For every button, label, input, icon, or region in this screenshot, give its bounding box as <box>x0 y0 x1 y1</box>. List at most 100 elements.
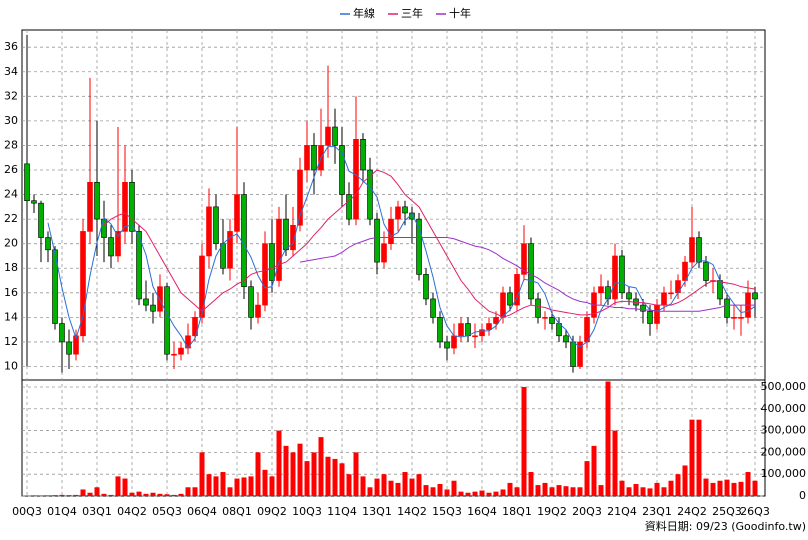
x-tick-label: 11Q4 <box>327 505 357 518</box>
y-tick-label: 26 <box>4 163 18 176</box>
candle-body <box>703 261 709 281</box>
candle-body <box>605 286 611 300</box>
x-tick-label: 19Q2 <box>537 505 567 518</box>
volume-bar <box>311 452 317 496</box>
volume-bar <box>570 487 576 496</box>
candle-body <box>206 206 212 257</box>
volume-bar <box>717 480 723 496</box>
volume-bar <box>360 476 366 496</box>
x-tick-label: 00Q3 <box>12 505 42 518</box>
volume-bar <box>143 493 149 496</box>
volume-bar <box>598 485 604 496</box>
candle-body <box>192 317 198 337</box>
volume-bar <box>234 478 240 496</box>
volume-bar <box>675 474 681 496</box>
volume-bar <box>206 474 212 496</box>
x-tick-label: 13Q1 <box>362 505 392 518</box>
x-tick-label: 15Q3 <box>432 505 462 518</box>
candle-body <box>549 317 555 324</box>
volume-bar <box>423 485 429 496</box>
candle-body <box>122 181 128 232</box>
candle-body <box>535 298 541 318</box>
candle-body <box>87 181 93 232</box>
volume-bar <box>248 476 254 496</box>
volume-bar <box>668 480 674 496</box>
volume-bar <box>115 476 121 496</box>
legend-label: 年線 <box>353 6 375 20</box>
volume-bar <box>724 479 730 496</box>
candle-body <box>612 255 618 300</box>
candle-body <box>80 231 86 337</box>
x-tick-label: 24Q2 <box>677 505 707 518</box>
x-tick-label: 04Q2 <box>117 505 147 518</box>
candle-body <box>276 218 282 281</box>
volume-bar <box>451 480 457 496</box>
volume-bar <box>283 445 289 496</box>
candle-body <box>451 335 457 349</box>
candle-body <box>115 231 121 257</box>
volume-bar <box>31 495 37 496</box>
volume-bar <box>220 472 226 496</box>
x-tick-label: 09Q2 <box>257 505 287 518</box>
volume-bar <box>94 487 100 496</box>
x-tick-label: 14Q2 <box>397 505 427 518</box>
y2-tick-label: 0 <box>799 489 806 502</box>
volume-bar <box>500 489 506 496</box>
x-tick-label: 06Q4 <box>187 505 217 518</box>
candle-body <box>738 317 744 319</box>
candle-body <box>31 200 37 204</box>
volume-bar <box>612 430 618 496</box>
candle-body <box>283 218 289 251</box>
x-tick-label: 16Q4 <box>467 505 497 518</box>
volume-bar <box>66 495 72 496</box>
volume-bar <box>444 489 450 496</box>
candle-body <box>297 169 303 226</box>
volume-bar <box>276 430 282 496</box>
x-tick-label: 10Q3 <box>292 505 322 518</box>
volume-bar <box>549 487 555 496</box>
volume-bar <box>185 487 191 496</box>
y2-tick-label: 300,000 <box>761 424 807 437</box>
y-tick-label: 16 <box>4 286 18 299</box>
x-tick-label: 08Q1 <box>222 505 252 518</box>
volume-bar <box>87 492 93 496</box>
y-tick-label: 34 <box>4 65 18 78</box>
volume-bar <box>661 487 667 496</box>
volume-bar <box>689 419 695 496</box>
ma-line <box>299 237 755 312</box>
y2-tick-label: 500,000 <box>761 380 807 393</box>
volume-bar <box>346 474 352 496</box>
candle-body <box>521 243 527 275</box>
volume-bar <box>52 495 58 496</box>
volume-bar <box>199 452 205 496</box>
candle-body <box>290 224 296 251</box>
volume-bar <box>80 489 86 496</box>
y-tick-label: 20 <box>4 237 18 250</box>
volume-bar <box>367 487 373 496</box>
footnote: 資料日期: 09/23 (Goodinfo.tw) <box>645 519 806 533</box>
candle-body <box>178 347 184 355</box>
volume-bar <box>654 482 660 496</box>
candle-body <box>248 286 254 318</box>
candle-body <box>682 261 688 281</box>
volume-bar <box>129 492 135 496</box>
volume-bar <box>563 486 569 496</box>
volume-bar <box>157 493 163 496</box>
candle-body <box>101 218 107 238</box>
volume-bar <box>619 480 625 496</box>
ma-line <box>47 146 756 349</box>
volume-bar <box>45 495 51 496</box>
volume-bar <box>703 478 709 496</box>
volume-bar <box>745 472 751 496</box>
candle-body <box>472 335 478 338</box>
volume-bar <box>731 482 737 496</box>
candle-body <box>388 218 394 244</box>
candle-body <box>570 341 576 367</box>
candle-body <box>136 231 142 300</box>
candle-body <box>367 169 373 220</box>
volume-bar <box>472 491 478 496</box>
y-tick-label: 36 <box>4 40 18 53</box>
y2-tick-label: 400,000 <box>761 402 807 415</box>
volume-bar <box>381 474 387 496</box>
volume-bar <box>339 463 345 496</box>
